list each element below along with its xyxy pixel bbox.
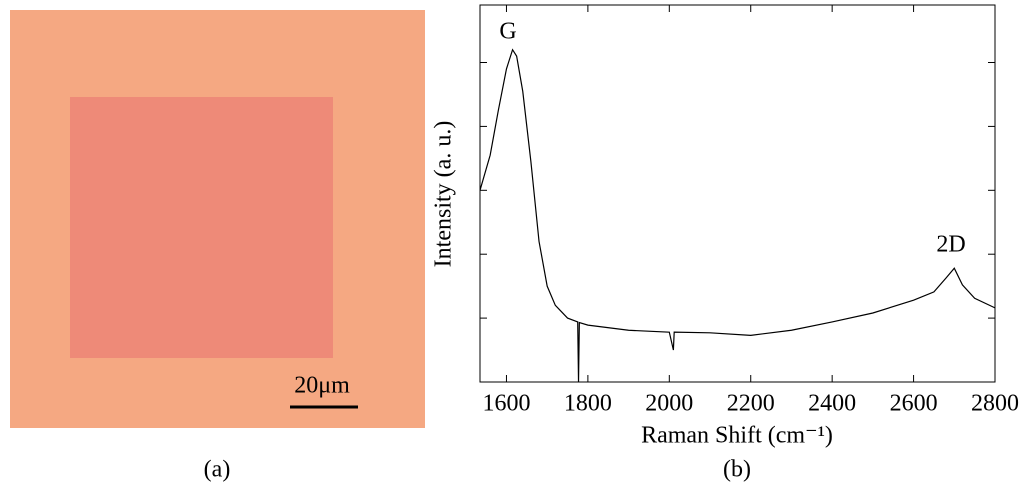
x-tick-label: 2600 [890, 391, 938, 417]
plot-frame [479, 4, 996, 383]
x-tick-label: 1800 [564, 391, 612, 417]
caption: (a) [204, 457, 231, 483]
x-tick-label: 2200 [727, 391, 775, 417]
y-axis-label: Intensity (a. u.) [431, 121, 457, 268]
x-axis-label: Raman Shift (cm⁻¹) [641, 423, 833, 449]
peak-label: G [499, 19, 516, 45]
x-tick-label: 2400 [808, 391, 856, 417]
x-tick-label: 2000 [645, 391, 693, 417]
x-tick-label: 2800 [971, 391, 1019, 417]
spectrum-line [479, 48, 996, 383]
x-tick-label: 1600 [482, 391, 530, 417]
peak-label: 2D [936, 232, 965, 258]
caption: (b) [723, 457, 751, 483]
scale-bar-label: 20μm [294, 373, 350, 399]
graphene-square [70, 97, 333, 358]
